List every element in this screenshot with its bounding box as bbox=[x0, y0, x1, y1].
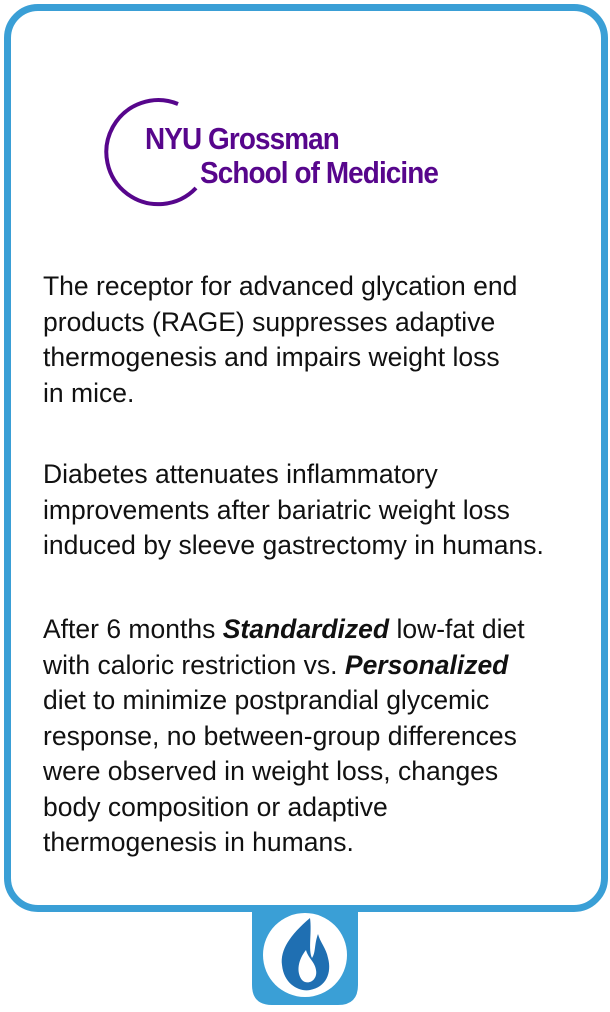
paragraph: After 6 months Standardized low-fat diet… bbox=[43, 612, 525, 861]
text-line: thermogenesis in humans. bbox=[43, 827, 354, 857]
text: After 6 months bbox=[43, 614, 223, 644]
text-line: with caloric restriction vs. Personalize… bbox=[43, 648, 525, 684]
text-line: products (RAGE) suppresses adaptive bbox=[43, 306, 496, 337]
emphasis: Personalized bbox=[344, 649, 509, 680]
text-line: diet to minimize postprandial glycemic bbox=[43, 685, 490, 715]
logo-line: School of Medicine bbox=[200, 155, 439, 190]
text-line: After 6 months Standardized low-fat diet bbox=[43, 612, 525, 648]
paragraph: The receptor for advanced glycation end … bbox=[43, 269, 517, 411]
flame-inner bbox=[298, 950, 317, 983]
text-line: were observed in weight loss, changes bbox=[43, 756, 499, 786]
text-line: thermogenesis and impairs weight loss bbox=[43, 342, 500, 372]
paragraph: Diabetes attenuates inflammatory improve… bbox=[43, 457, 544, 564]
text-line: improvements after bariatric weight loss bbox=[43, 494, 510, 525]
text: with caloric restriction vs. bbox=[43, 649, 345, 680]
logo-line: NYU Grossman bbox=[145, 121, 340, 156]
text-line: The receptor for advanced glycation end bbox=[43, 271, 518, 301]
text-line: body composition or adaptive bbox=[43, 791, 388, 822]
logo-arc bbox=[104, 98, 198, 207]
text: low-fat diet bbox=[389, 614, 525, 644]
emphasis: Standardized bbox=[222, 614, 390, 644]
text-line: response, no between-group differences bbox=[43, 720, 517, 751]
text-line: Diabetes attenuates inflammatory bbox=[43, 459, 438, 489]
text-line: induced by sleeve gastrectomy in humans. bbox=[43, 530, 544, 560]
text-line: in mice. bbox=[43, 377, 135, 408]
